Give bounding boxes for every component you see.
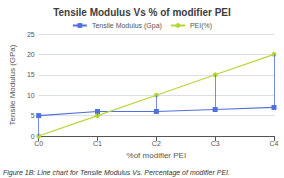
svg-text:25: 25 bbox=[27, 31, 35, 38]
svg-text:PEI(%): PEI(%) bbox=[190, 22, 212, 30]
svg-text:15: 15 bbox=[27, 71, 35, 78]
svg-text:Figure 1B: Line chart for Tens: Figure 1B: Line chart for Tensile Modulu… bbox=[3, 169, 230, 177]
svg-text:Tensile Modulus Vs % of modifi: Tensile Modulus Vs % of modifier PEI bbox=[53, 7, 231, 18]
svg-text:0: 0 bbox=[31, 133, 35, 140]
svg-text:C3: C3 bbox=[211, 140, 220, 147]
svg-text:Tensile Modulus (Gpa): Tensile Modulus (Gpa) bbox=[92, 22, 162, 30]
svg-text:C1: C1 bbox=[93, 140, 102, 147]
svg-text:Tensile Modulus (GPa): Tensile Modulus (GPa) bbox=[8, 44, 17, 125]
svg-text:20: 20 bbox=[27, 51, 35, 58]
svg-text:5: 5 bbox=[31, 112, 35, 119]
svg-text:C2: C2 bbox=[152, 140, 161, 147]
svg-text:C4: C4 bbox=[270, 140, 279, 147]
svg-text:10: 10 bbox=[27, 92, 35, 99]
svg-text:C0: C0 bbox=[34, 140, 43, 147]
svg-text:%of modifier PEI: %of modifier PEI bbox=[127, 151, 187, 160]
